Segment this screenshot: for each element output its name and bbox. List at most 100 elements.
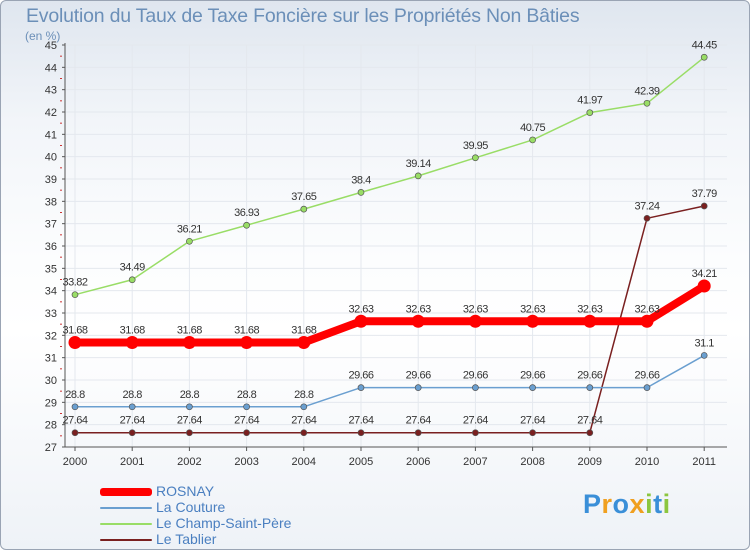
chart-title: Evolution du Taux de Taxe Foncière sur l… <box>26 5 580 27</box>
data-point <box>414 429 422 437</box>
proxiti-logo: Proxiti <box>583 489 671 520</box>
data-point <box>526 314 540 328</box>
data-label: 29.66 <box>520 370 545 382</box>
data-point <box>640 314 654 328</box>
data-label: 32.63 <box>577 303 602 315</box>
x-tick-label: 2001 <box>120 456 144 468</box>
data-label: 32.63 <box>463 303 488 315</box>
logo-letter: o <box>612 489 630 519</box>
data-label: 39.95 <box>463 140 488 152</box>
data-point <box>240 335 254 349</box>
data-point <box>700 202 708 210</box>
data-point <box>128 429 136 437</box>
data-label: 32.63 <box>406 303 431 315</box>
y-tick-label: 35 <box>45 263 57 275</box>
y-tick-label: 37 <box>45 219 57 231</box>
x-tick-label: 2010 <box>635 456 659 468</box>
data-label: 31.68 <box>234 324 259 336</box>
legend-label: Le Champ-Saint-Père <box>156 515 292 531</box>
series-group <box>68 53 711 437</box>
data-point <box>243 429 250 437</box>
y-tick-label: 31 <box>45 353 57 365</box>
data-label: 42.39 <box>634 85 659 97</box>
data-point <box>243 403 250 411</box>
y-tick-label: 27 <box>45 442 57 454</box>
data-label: 36.93 <box>234 207 259 219</box>
data-label: 28.8 <box>65 389 85 401</box>
data-label: 31.68 <box>291 324 316 336</box>
logo-letter: r <box>601 489 613 519</box>
legend-label: ROSNAY <box>156 483 215 499</box>
data-point <box>186 403 193 411</box>
data-point <box>243 221 250 229</box>
data-point <box>529 136 536 144</box>
y-tick-label: 45 <box>45 40 57 52</box>
data-point <box>357 429 365 437</box>
legend-item: Le Champ-Saint-Père <box>100 515 360 532</box>
data-point <box>643 99 651 107</box>
y-tick-label: 38 <box>45 196 57 208</box>
series-line-rosnay <box>71 281 709 347</box>
data-label: 27.64 <box>577 415 602 427</box>
series-line-le-tablier <box>74 205 705 434</box>
data-label: 31.1 <box>694 337 714 349</box>
x-tick-label: 2004 <box>292 456 316 468</box>
data-point <box>586 384 594 391</box>
data-label: 29.66 <box>463 370 488 382</box>
logo-letter: x <box>629 489 646 519</box>
data-label: 27.64 <box>406 415 431 427</box>
data-point <box>128 276 136 284</box>
legend-swatch <box>100 539 152 541</box>
x-tick-label: 2011 <box>692 456 716 468</box>
x-tick-label: 2008 <box>520 456 544 468</box>
y-tick-label: 29 <box>45 397 57 409</box>
data-point <box>297 335 311 349</box>
data-label: 28.8 <box>180 389 200 401</box>
data-point <box>71 291 79 299</box>
data-point <box>300 429 308 437</box>
data-label: 29.66 <box>348 370 373 382</box>
data-label: 27.64 <box>177 415 202 427</box>
x-tick-label: 2003 <box>234 456 258 468</box>
data-point <box>186 429 193 437</box>
y-tick-label: 34 <box>45 286 57 298</box>
data-label: 37.79 <box>692 188 717 200</box>
legend-swatch <box>100 507 152 509</box>
data-label: 34.49 <box>120 262 145 274</box>
y-tick-label: 30 <box>45 375 57 387</box>
logo-letter: i <box>662 489 671 519</box>
y-tick-label: 32 <box>45 330 57 342</box>
y-tick-label: 42 <box>45 107 57 119</box>
logo-letter: P <box>583 489 602 519</box>
y-tick-label: 43 <box>45 85 57 97</box>
y-tick-label: 41 <box>45 129 57 141</box>
y-tick-label: 36 <box>45 241 57 253</box>
data-label: 27.64 <box>62 415 87 427</box>
data-point <box>586 109 594 117</box>
data-label: 27.64 <box>348 415 373 427</box>
data-point <box>697 279 711 293</box>
data-label: 36.21 <box>177 223 202 235</box>
data-label: 31.68 <box>120 324 145 336</box>
data-point <box>643 384 651 391</box>
data-label: 37.24 <box>634 200 659 212</box>
x-tick-label: 2007 <box>463 456 487 468</box>
grid <box>65 44 727 448</box>
data-point <box>586 429 594 437</box>
data-point <box>71 429 79 437</box>
data-point <box>700 53 708 61</box>
logo-letter: i <box>645 489 654 519</box>
data-point <box>472 154 479 162</box>
data-label: 27.64 <box>120 415 145 427</box>
data-label: 28.8 <box>237 389 257 401</box>
data-label: 32.63 <box>348 303 373 315</box>
data-labels: 31.68 31.68 31.68 31.68 31.68 32.63 32.63 32.63… <box>62 39 717 426</box>
data-label: 44.45 <box>692 39 717 51</box>
data-point <box>468 314 482 328</box>
data-point <box>411 314 425 328</box>
x-tick-label: 2009 <box>578 456 602 468</box>
data-label: 28.8 <box>294 389 314 401</box>
legend-item: ROSNAY <box>100 483 360 500</box>
data-label: 29.66 <box>634 370 659 382</box>
